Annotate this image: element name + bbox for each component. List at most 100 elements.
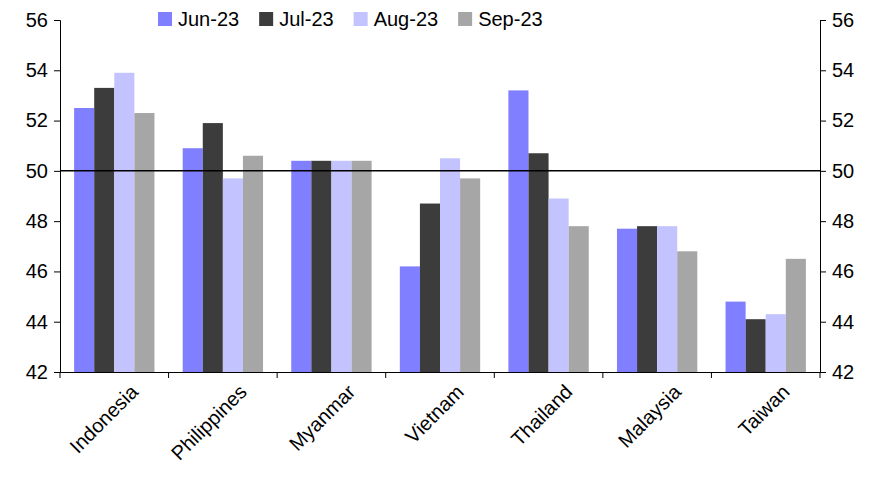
bars: [74, 73, 806, 372]
tick: 52: [26, 109, 60, 131]
bar: [134, 113, 154, 372]
bar: [569, 226, 589, 372]
tick-mark: [820, 121, 826, 122]
bar: [508, 90, 528, 372]
tick: Vietnam: [401, 372, 468, 448]
chart: 42444648505254564244464850525456Indonesi…: [0, 0, 880, 495]
tick: Malaysia: [614, 372, 686, 452]
tick-label: Malaysia: [614, 380, 686, 452]
tick-mark: [54, 221, 60, 222]
tick: 48: [26, 210, 60, 232]
tick-mark: [820, 70, 826, 71]
tick: Thailand: [507, 372, 577, 450]
bar: [183, 148, 203, 372]
tick-label: 46: [26, 260, 48, 282]
tick-label: Philippines: [167, 380, 251, 464]
tick: 48: [820, 210, 854, 232]
tick: 56: [820, 9, 854, 31]
tick: 50: [26, 160, 60, 182]
category-separator: [60, 372, 61, 378]
bar: [74, 108, 94, 372]
legend-swatch: [354, 12, 368, 26]
tick-label: 52: [26, 109, 48, 131]
tick-label: 50: [26, 160, 48, 182]
bar: [400, 266, 420, 372]
legend-item: Jun-23: [158, 8, 239, 30]
tick: Taiwan: [734, 372, 794, 440]
tick: 54: [26, 59, 60, 81]
tick-label: 42: [26, 361, 48, 383]
bar: [223, 178, 243, 372]
tick-mark: [54, 70, 60, 71]
tick: 46: [820, 260, 854, 282]
legend-label: Jul-23: [279, 8, 333, 30]
tick-label: Indonesia: [65, 380, 143, 458]
axis-line: [61, 372, 821, 373]
bar: [460, 178, 480, 372]
bar: [352, 161, 372, 372]
category-separator: [820, 372, 821, 378]
bar: [786, 259, 806, 372]
category-separator: [494, 372, 495, 378]
tick-mark: [54, 372, 60, 373]
tick-label: 48: [832, 210, 854, 232]
category-separator: [385, 372, 386, 378]
bar: [114, 73, 134, 372]
bar: [331, 161, 351, 372]
tick: 54: [820, 59, 854, 81]
legend-label: Jun-23: [178, 8, 239, 30]
tick: Myanmar: [285, 372, 360, 455]
category-separator: [168, 372, 169, 378]
bar: [549, 199, 569, 372]
tick-label: 52: [832, 109, 854, 131]
tick-mark: [54, 121, 60, 122]
tick: 50: [820, 160, 854, 182]
plot: 42444648505254564244464850525456Indonesi…: [26, 9, 855, 464]
tick-label: Myanmar: [285, 380, 360, 455]
category-separator: [277, 372, 278, 378]
bar: [243, 156, 263, 372]
tick: Indonesia: [65, 372, 143, 457]
tick-mark: [820, 221, 826, 222]
tick-mark: [820, 271, 826, 272]
tick-label: 54: [26, 59, 48, 81]
bar: [291, 161, 311, 372]
tick: 46: [26, 260, 60, 282]
y-axis: 42 44 46 48 50 52 54 56: [26, 9, 61, 383]
tick-label: Thailand: [507, 380, 577, 450]
tick-label: 56: [832, 9, 854, 31]
legend-item: Jul-23: [259, 8, 333, 30]
tick-mark: [54, 171, 60, 172]
legend-label: Sep-23: [478, 8, 543, 30]
tick-label: Taiwan: [734, 380, 794, 440]
legend-swatch: [158, 12, 172, 26]
x-axis: Indonesia Philippines Myanmar Vietnam Thaila…: [60, 372, 821, 464]
tick-label: 50: [832, 160, 854, 182]
tick-label: 44: [26, 311, 48, 333]
legend-item: Sep-23: [458, 8, 543, 30]
tick: 52: [820, 109, 854, 131]
y2-axis: 4244464850525456: [820, 9, 854, 383]
bar: [94, 88, 114, 372]
tick-mark: [54, 322, 60, 323]
legend-label: Aug-23: [374, 8, 439, 30]
tick: Philippines: [167, 372, 251, 464]
bar: [766, 314, 786, 372]
tick-label: 42: [832, 361, 854, 383]
bar: [637, 226, 657, 372]
bar: [420, 204, 440, 372]
bar: [617, 229, 637, 372]
legend: Jun-23 Jul-23 Aug-23 Sep-23: [158, 8, 543, 30]
tick: 56: [26, 9, 60, 31]
legend-swatch: [458, 12, 472, 26]
bar: [311, 161, 331, 372]
tick-mark: [820, 20, 826, 21]
bar: [440, 158, 460, 372]
axis-line: [821, 21, 827, 373]
bar: [677, 251, 697, 372]
tick-label: 54: [832, 59, 854, 81]
tick-mark: [54, 271, 60, 272]
tick-label: 56: [26, 9, 48, 31]
category-separator: [602, 372, 603, 378]
tick-label: 46: [832, 260, 854, 282]
